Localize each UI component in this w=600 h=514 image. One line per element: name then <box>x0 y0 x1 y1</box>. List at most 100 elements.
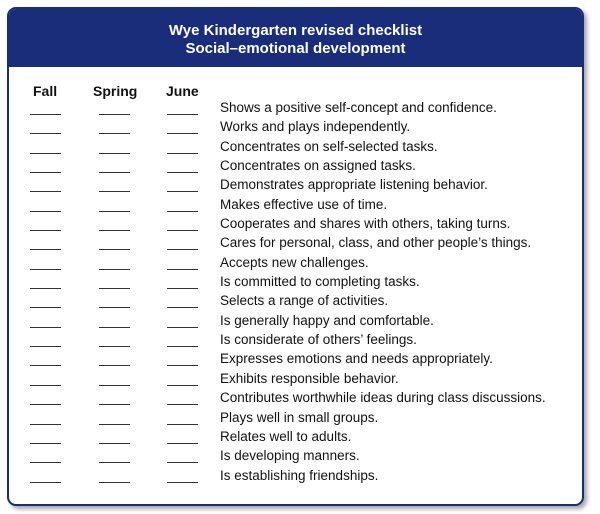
checklist-row: Concentrates on assigned tasks. <box>9 157 582 176</box>
blank-line-fall[interactable] <box>30 365 61 367</box>
checklist-item-text: Concentrates on assigned tasks. <box>220 158 416 174</box>
checklist-item-text: Shows a positive self-concept and confid… <box>220 100 497 115</box>
checklist-item-text: Is developing manners. <box>220 448 360 464</box>
blank-line-june[interactable] <box>167 307 198 309</box>
blank-line-spring[interactable] <box>99 114 130 115</box>
blank-line-june[interactable] <box>167 346 198 348</box>
blank-line-june[interactable] <box>167 114 198 115</box>
blank-line-fall[interactable] <box>30 114 61 115</box>
blank-line-spring[interactable] <box>99 423 130 425</box>
blank-line-spring[interactable] <box>99 288 130 290</box>
blank-line-fall[interactable] <box>30 384 61 386</box>
checklist-item-text: Cares for personal, class, and other peo… <box>220 235 532 251</box>
blank-line-spring[interactable] <box>99 230 130 232</box>
blank-line-june[interactable] <box>167 230 198 232</box>
blank-line-fall[interactable] <box>30 462 61 464</box>
checklist-item-text: Plays well in small groups. <box>220 409 379 425</box>
checklist-item-text: Works and plays independently. <box>220 119 411 135</box>
blank-line-spring[interactable] <box>99 404 130 406</box>
blank-line-june[interactable] <box>167 442 198 444</box>
checklist-row: Exhibits responsible behavior. <box>9 370 582 389</box>
blank-line-fall[interactable] <box>30 191 61 193</box>
blank-line-june[interactable] <box>167 423 198 425</box>
blank-line-spring[interactable] <box>99 462 130 464</box>
blank-line-spring[interactable] <box>99 268 130 270</box>
checklist-subtitle: Social–emotional development <box>185 40 406 57</box>
blank-line-fall[interactable] <box>30 172 61 174</box>
checklist-item-text: Is committed to completing tasks. <box>220 274 420 290</box>
blank-line-june[interactable] <box>167 268 198 270</box>
blank-line-fall[interactable] <box>30 152 61 154</box>
checklist-item-text: Is generally happy and comfortable. <box>220 312 434 328</box>
checklist-row: Is generally happy and comfortable. <box>9 312 582 331</box>
checklist-item-text: Accepts new challenges. <box>220 254 369 270</box>
blank-line-june[interactable] <box>167 152 198 154</box>
blank-line-fall[interactable] <box>30 442 61 444</box>
checklist-item-text: Contributes worthwhile ideas during clas… <box>220 390 546 406</box>
blank-line-spring[interactable] <box>99 481 130 483</box>
blank-line-june[interactable] <box>167 172 198 174</box>
checklist-item-text: Concentrates on self-selected tasks. <box>220 138 438 154</box>
checklist-card: Wye Kindergarten revised checklist Socia… <box>7 7 584 506</box>
blank-line-spring[interactable] <box>99 152 130 154</box>
blank-line-june[interactable] <box>167 288 198 290</box>
blank-line-fall[interactable] <box>30 346 61 348</box>
blank-line-june[interactable] <box>167 384 198 386</box>
checklist-item-text: Is considerate of others’ feelings. <box>220 332 417 348</box>
checklist-item-text: Demonstrates appropriate listening behav… <box>220 177 488 193</box>
checklist-item-text: Is establishing friendships. <box>220 467 379 483</box>
blank-line-fall[interactable] <box>30 307 61 309</box>
checklist-row: Shows a positive self-concept and confid… <box>9 99 582 118</box>
blank-line-fall[interactable] <box>30 326 61 328</box>
blank-line-fall[interactable] <box>30 210 61 212</box>
checklist-row: Is establishing friendships. <box>9 467 582 486</box>
blank-line-fall[interactable] <box>30 249 61 251</box>
checklist-header: Wye Kindergarten revised checklist Socia… <box>9 9 582 67</box>
blank-line-spring[interactable] <box>99 249 130 251</box>
checklist-row: Is considerate of others’ feelings. <box>9 331 582 350</box>
checklist-row: Concentrates on self-selected tasks. <box>9 138 582 157</box>
blank-line-spring[interactable] <box>99 307 130 309</box>
checklist-item-text: Exhibits responsible behavior. <box>220 370 399 386</box>
checklist-rows: Shows a positive self-concept and confid… <box>9 99 582 486</box>
blank-line-spring[interactable] <box>99 210 130 212</box>
column-header-spring: Spring <box>93 83 138 99</box>
blank-line-june[interactable] <box>167 326 198 328</box>
blank-line-fall[interactable] <box>30 404 61 406</box>
checklist-row: Works and plays independently. <box>9 118 582 137</box>
blank-line-fall[interactable] <box>30 268 61 270</box>
blank-line-spring[interactable] <box>99 133 130 135</box>
blank-line-june[interactable] <box>167 462 198 464</box>
blank-line-june[interactable] <box>167 404 198 406</box>
blank-line-fall[interactable] <box>30 481 61 483</box>
checklist-row: Is committed to completing tasks. <box>9 273 582 292</box>
blank-line-june[interactable] <box>167 481 198 483</box>
blank-line-spring[interactable] <box>99 191 130 193</box>
blank-line-june[interactable] <box>167 210 198 212</box>
column-header-june: June <box>166 83 199 99</box>
checklist-row: Plays well in small groups. <box>9 409 582 428</box>
blank-line-spring[interactable] <box>99 365 130 367</box>
blank-line-spring[interactable] <box>99 442 130 444</box>
blank-line-spring[interactable] <box>99 326 130 328</box>
blank-line-june[interactable] <box>167 365 198 367</box>
blank-line-spring[interactable] <box>99 346 130 348</box>
blank-line-fall[interactable] <box>30 423 61 425</box>
checklist-row: Is developing manners. <box>9 447 582 466</box>
blank-line-june[interactable] <box>167 133 198 135</box>
checklist-item-text: Cooperates and shares with others, takin… <box>220 216 511 232</box>
checklist-row: Contributes worthwhile ideas during clas… <box>9 389 582 408</box>
checklist-row: Demonstrates appropriate listening behav… <box>9 176 582 195</box>
blank-line-june[interactable] <box>167 191 198 193</box>
checklist-item-text: Expresses emotions and needs appropriate… <box>220 351 493 367</box>
blank-line-spring[interactable] <box>99 172 130 174</box>
blank-line-fall[interactable] <box>30 230 61 232</box>
checklist-item-text: Selects a range of activities. <box>220 293 389 309</box>
blank-line-spring[interactable] <box>99 384 130 386</box>
blank-line-fall[interactable] <box>30 288 61 290</box>
checklist-row: Cares for personal, class, and other peo… <box>9 234 582 253</box>
checklist-row: Expresses emotions and needs appropriate… <box>9 350 582 369</box>
blank-line-fall[interactable] <box>30 133 61 135</box>
blank-line-june[interactable] <box>167 249 198 251</box>
checklist-row: Selects a range of activities. <box>9 292 582 311</box>
